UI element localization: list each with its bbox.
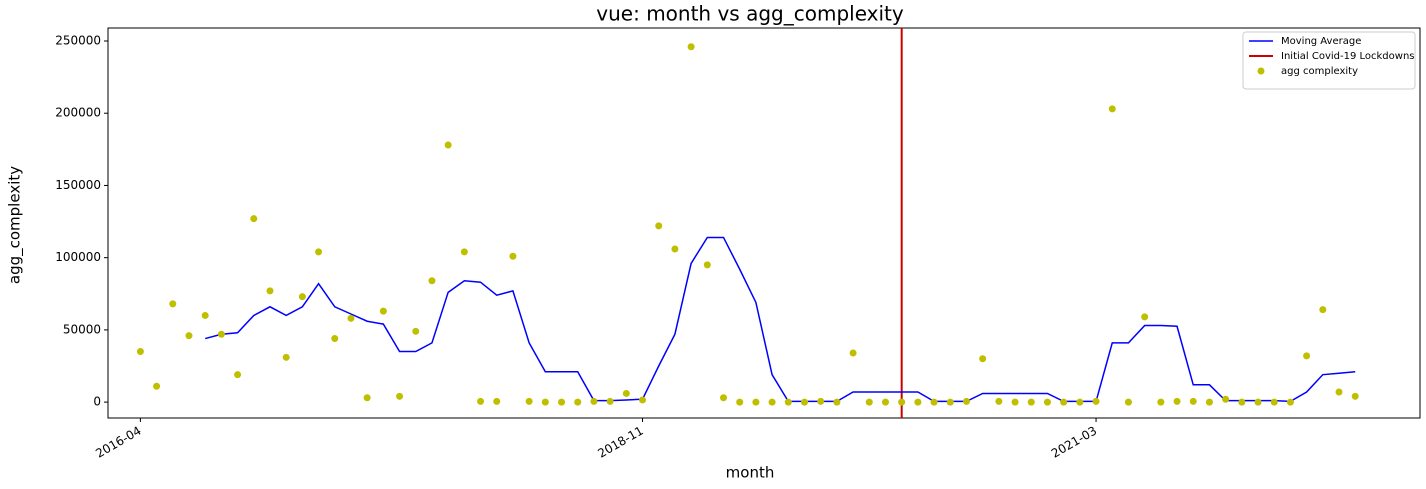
scatter-point xyxy=(655,222,663,230)
scatter-point xyxy=(1205,398,1213,406)
scatter-point xyxy=(1076,398,1084,406)
scatter-point xyxy=(1303,352,1311,360)
scatter-point xyxy=(250,215,258,223)
scatter-point xyxy=(687,43,695,51)
scatter-point xyxy=(703,261,711,269)
y-tick-label: 0 xyxy=(93,395,101,409)
scatter-point xyxy=(865,398,873,406)
scatter-point xyxy=(201,311,209,319)
scatter-point xyxy=(1124,398,1132,406)
scatter-point xyxy=(185,332,193,340)
scatter-point xyxy=(379,307,387,315)
scatter-point xyxy=(1238,398,1246,406)
scatter-point xyxy=(477,397,485,405)
scatter-point xyxy=(1011,398,1019,406)
scatter-point xyxy=(509,252,517,260)
scatter-point xyxy=(493,397,501,405)
scatter-point xyxy=(784,398,792,406)
scatter-point xyxy=(1043,398,1051,406)
scatter-point xyxy=(412,327,420,335)
scatter-point xyxy=(639,396,647,404)
scatter-point xyxy=(1335,388,1343,396)
scatter-point xyxy=(752,398,760,406)
y-axis-label: agg_complexity xyxy=(6,166,25,284)
scatter-point xyxy=(1108,105,1116,113)
legend-label: agg complexity xyxy=(1281,66,1358,77)
scatter-point xyxy=(347,314,355,322)
x-axis-label: month xyxy=(726,464,775,482)
x-tick-label: 2021-03 xyxy=(1049,424,1099,461)
scatter-point xyxy=(606,397,614,405)
scatter-point xyxy=(1286,398,1294,406)
scatter-point xyxy=(930,398,938,406)
scatter-point xyxy=(962,397,970,405)
scatter-point xyxy=(1157,398,1165,406)
scatter-point xyxy=(574,398,582,406)
scatter-point xyxy=(444,141,452,149)
scatter-point xyxy=(558,398,566,406)
chart-title: vue: month vs agg_complexity xyxy=(596,2,904,26)
scatter-point xyxy=(1254,398,1262,406)
scatter-point xyxy=(169,300,177,308)
scatter-point xyxy=(396,392,404,400)
legend-box xyxy=(1242,31,1416,90)
scatter-point xyxy=(671,245,679,253)
scatter-point xyxy=(995,397,1003,405)
scatter-point xyxy=(315,248,323,256)
scatter-point xyxy=(1092,397,1100,405)
scatter-point xyxy=(136,348,144,356)
plot-frame xyxy=(107,27,1421,419)
scatter-point xyxy=(298,293,306,301)
scatter-point xyxy=(363,394,371,402)
y-tick-label: 50000 xyxy=(63,322,101,336)
scatter-point xyxy=(266,287,274,295)
scatter-point xyxy=(914,398,922,406)
scatter-point xyxy=(817,397,825,405)
scatter-point xyxy=(153,382,161,390)
scatter-point xyxy=(282,353,290,361)
y-tick-label: 150000 xyxy=(55,178,101,192)
scatter-point xyxy=(590,397,598,405)
scatter-point xyxy=(946,398,954,406)
legend-swatch xyxy=(1257,67,1265,75)
y-tick-label: 100000 xyxy=(55,250,101,264)
scatter-point xyxy=(881,398,889,406)
scatter-point xyxy=(898,398,906,406)
line-series xyxy=(204,236,1356,403)
scatter-point xyxy=(1027,398,1035,406)
scatter-point xyxy=(428,277,436,285)
scatter-point xyxy=(331,335,339,343)
y-tick-label: 200000 xyxy=(55,106,101,120)
scatter-point xyxy=(622,389,630,397)
scatter-point xyxy=(736,398,744,406)
x-tick-label: 2018-11 xyxy=(595,424,645,461)
scatter-point xyxy=(720,394,728,402)
scatter-point xyxy=(541,398,549,406)
scatter-point xyxy=(1351,392,1359,400)
scatter-point xyxy=(1189,397,1197,405)
scatter-point xyxy=(525,397,533,405)
scatter-point xyxy=(234,371,242,379)
scatter-point xyxy=(979,355,987,363)
scatter-point xyxy=(1060,398,1068,406)
scatter-point xyxy=(1222,395,1230,403)
legend-label: Initial Covid-19 Lockdowns xyxy=(1281,51,1415,62)
scatter-point xyxy=(460,248,468,256)
scatter-point xyxy=(849,349,857,357)
scatter-point xyxy=(1173,397,1181,405)
scatter-point xyxy=(800,398,808,406)
x-tick-label: 2016-04 xyxy=(93,424,143,461)
scatter-point xyxy=(1141,313,1149,321)
scatter-point xyxy=(833,398,841,406)
scatter-point xyxy=(217,330,225,338)
legend-label: Moving Average xyxy=(1281,36,1361,47)
scatter-point xyxy=(1270,398,1278,406)
y-tick-label: 250000 xyxy=(55,34,101,48)
scatter-point xyxy=(1319,306,1327,314)
scatter-point xyxy=(768,398,776,406)
